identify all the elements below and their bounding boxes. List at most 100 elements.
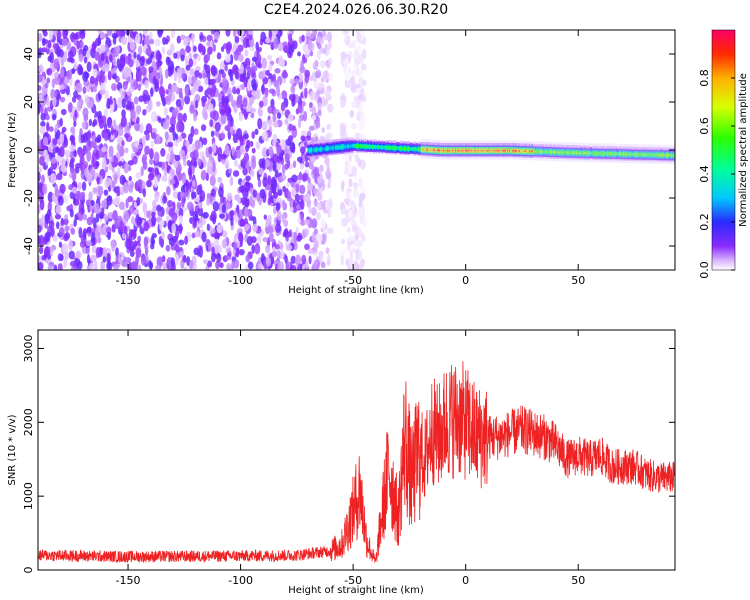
noise-speckle (90, 213, 94, 224)
noise-speckle (225, 158, 230, 169)
noise-speckle (160, 231, 165, 240)
noise-speckle (97, 30, 103, 34)
noise-speckle (160, 148, 166, 157)
noise-speckle (86, 150, 92, 162)
noise-speckle (242, 97, 248, 108)
noise-speckle (116, 189, 121, 197)
noise-speckle (148, 66, 154, 73)
noise-speckle (94, 37, 102, 47)
noise-speckle (64, 149, 71, 159)
noise-speckle (109, 54, 113, 63)
noise-speckle (54, 77, 61, 85)
noise-speckle (317, 82, 324, 90)
noise-speckle (106, 226, 112, 235)
noise-speckle (327, 72, 334, 81)
noise-speckle (142, 30, 148, 36)
noise-speckle (178, 214, 183, 225)
noise-speckle (326, 124, 332, 130)
noise-speckle (92, 68, 98, 77)
noise-speckle (218, 186, 224, 198)
noise-speckle (99, 74, 106, 84)
noise-speckle (225, 43, 231, 55)
noise-speckle (101, 146, 108, 153)
noise-speckle (311, 114, 317, 121)
noise-speckle (99, 44, 106, 53)
noise-speckle (359, 30, 365, 36)
noise-speckle (307, 182, 314, 192)
noise-speckle (358, 77, 364, 84)
noise-speckle (168, 237, 175, 246)
noise-speckle (61, 126, 67, 133)
noise-speckle (316, 211, 321, 221)
noise-speckle (221, 72, 227, 79)
noise-speckle (327, 182, 331, 189)
noise-speckle (74, 166, 80, 174)
noise-speckle (108, 145, 114, 157)
noise-speckle (321, 126, 325, 134)
noise-speckle (308, 205, 312, 214)
noise-speckle (291, 174, 298, 183)
noise-speckle (341, 207, 347, 215)
noise-speckle (354, 132, 361, 139)
noise-speckle (107, 211, 114, 219)
noise-speckle (96, 134, 102, 143)
noise-speckle (46, 77, 51, 84)
noise-speckle (289, 206, 294, 213)
noise-speckle (208, 146, 213, 155)
noise-speckle (341, 180, 345, 192)
noise-speckle (304, 69, 311, 78)
noise-speckle (351, 69, 358, 77)
noise-speckle (287, 191, 292, 200)
noise-speckle (244, 49, 249, 57)
noise-speckle (270, 98, 275, 108)
noise-speckle (120, 115, 127, 128)
noise-speckle (299, 199, 305, 211)
noise-speckle (188, 52, 193, 61)
noise-speckle (44, 232, 49, 244)
noise-speckle (224, 144, 230, 156)
noise-speckle (220, 153, 227, 160)
noise-speckle (261, 147, 269, 158)
noise-speckle (153, 151, 160, 164)
noise-speckle (164, 68, 169, 79)
noise-speckle (202, 73, 206, 79)
noise-speckle (276, 244, 280, 250)
noise-speckle (315, 232, 321, 240)
noise-speckle (63, 194, 69, 204)
noise-speckle (162, 195, 168, 204)
noise-speckle (358, 194, 364, 203)
noise-speckle (313, 238, 319, 250)
noise-speckle (60, 253, 64, 262)
noise-speckle (143, 236, 148, 248)
noise-speckle (53, 264, 58, 270)
noise-speckle (244, 265, 249, 270)
noise-speckle (237, 194, 241, 205)
noise-speckle (239, 209, 244, 220)
noise-speckle (178, 239, 185, 246)
noise-speckle (252, 189, 258, 198)
noise-speckle (144, 145, 150, 156)
noise-speckle (151, 127, 158, 134)
noise-speckle (180, 54, 185, 62)
noise-speckle (38, 135, 41, 141)
noise-speckle (249, 169, 255, 177)
noise-speckle (282, 69, 287, 78)
noise-speckle (111, 32, 119, 39)
noise-speckle (173, 71, 178, 82)
noise-speckle (301, 155, 306, 163)
noise-speckle (38, 224, 42, 233)
noise-speckle (200, 124, 207, 132)
noise-speckle (64, 78, 69, 85)
noise-speckle (209, 175, 216, 187)
noise-speckle (78, 65, 84, 75)
noise-speckle (67, 102, 73, 114)
noise-speckle (46, 67, 53, 76)
noise-speckle (257, 178, 262, 188)
noise-speckle (272, 134, 278, 141)
noise-speckle (76, 260, 83, 270)
noise-speckle (38, 32, 43, 42)
noise-speckle (302, 194, 308, 203)
noise-speckle (45, 154, 49, 166)
noise-speckle (342, 30, 349, 36)
noise-speckle (233, 30, 237, 38)
